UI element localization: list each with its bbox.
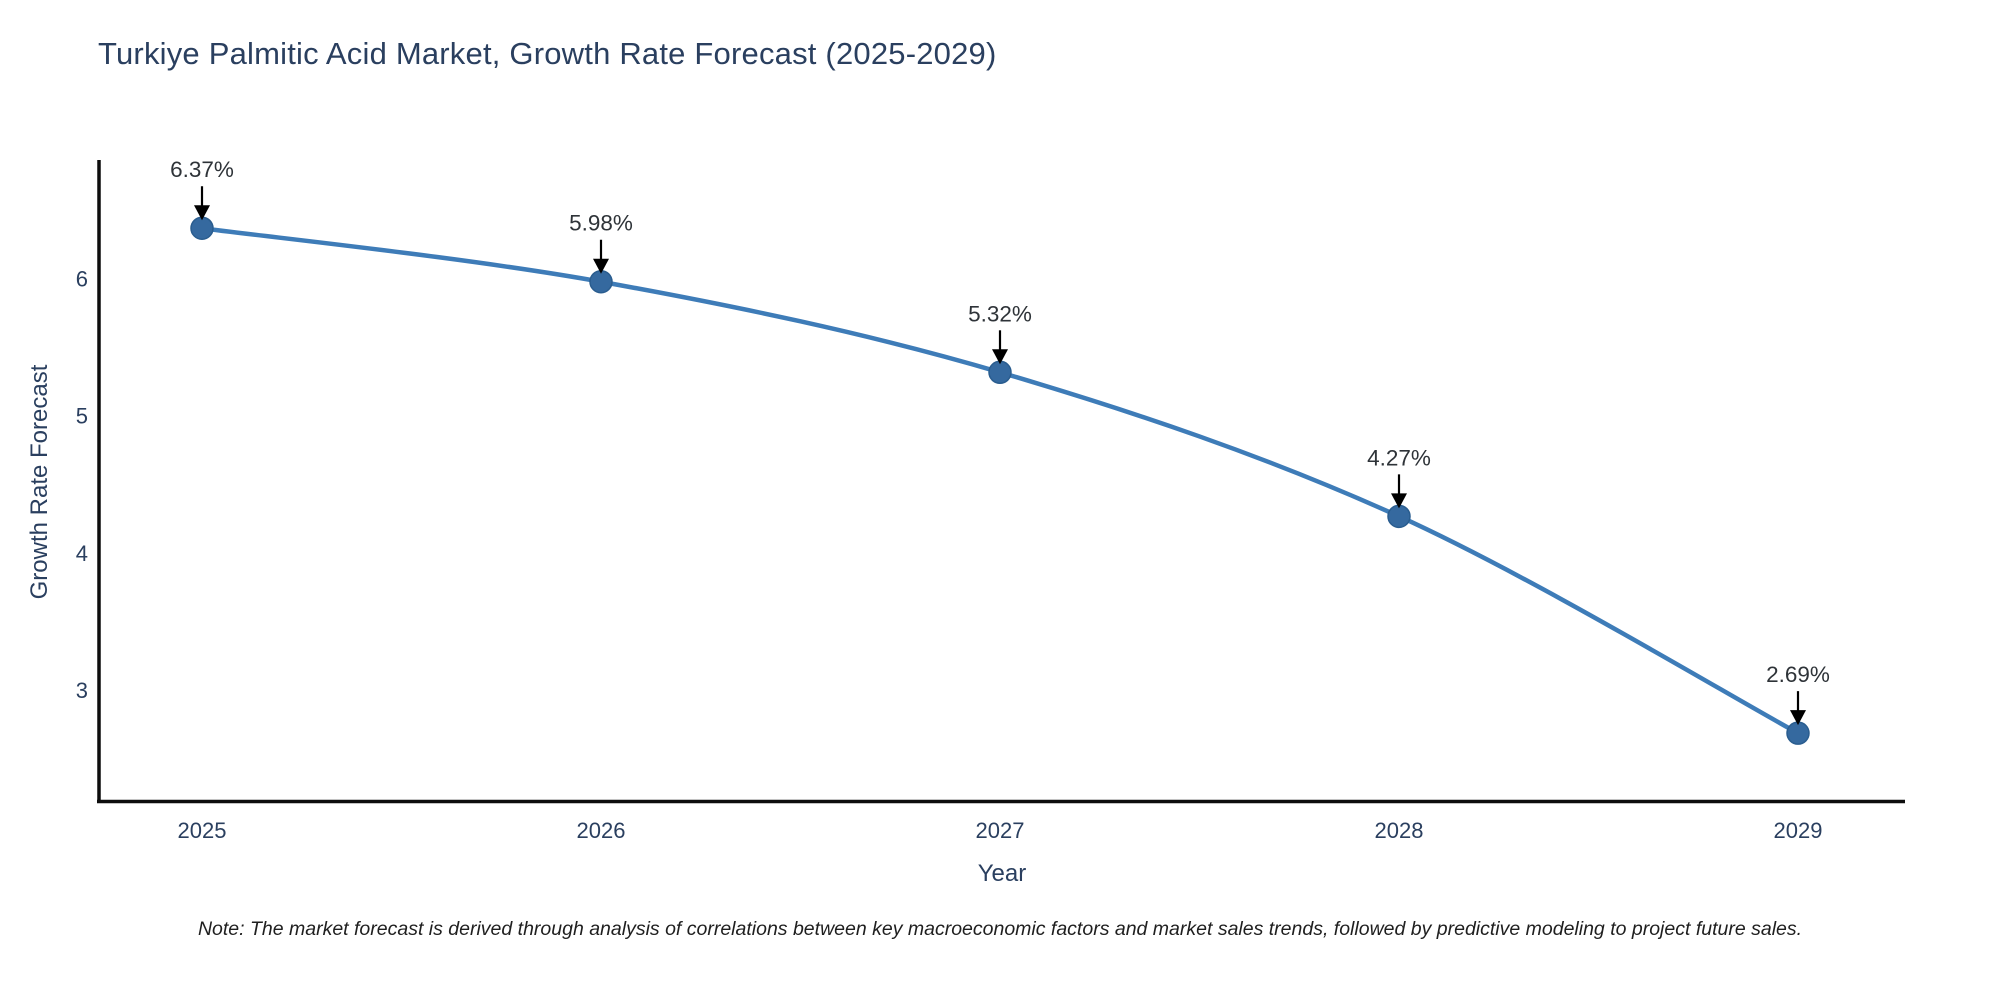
- footnote: Note: The market forecast is derived thr…: [197, 918, 1803, 940]
- data-point-label: 6.37%: [170, 157, 234, 182]
- annotation-arrowhead: [992, 349, 1008, 365]
- x-tick-label: 2029: [1774, 818, 1823, 843]
- y-tick-label: 4: [76, 541, 88, 566]
- x-tick-label: 2025: [178, 818, 227, 843]
- x-tick-label: 2027: [976, 818, 1025, 843]
- data-point-label: 4.27%: [1367, 445, 1431, 470]
- annotation-arrowhead: [1790, 710, 1806, 726]
- annotation-arrowhead: [194, 205, 210, 221]
- x-axis-label: Year: [977, 860, 1027, 887]
- data-point-label: 5.98%: [569, 211, 633, 236]
- data-point-marker: [589, 269, 613, 294]
- data-point-marker: [1387, 504, 1411, 529]
- chart-title: Turkiye Palmitic Acid Market, Growth Rat…: [98, 36, 997, 71]
- y-tick-label: 5: [76, 404, 88, 429]
- data-point-marker: [988, 360, 1012, 385]
- data-point-label: 2.69%: [1766, 662, 1830, 687]
- y-tick-label: 3: [76, 678, 88, 703]
- y-tick-label: 6: [76, 267, 88, 292]
- data-point-label: 5.32%: [968, 301, 1032, 326]
- data-point-marker: [1786, 721, 1810, 745]
- x-tick-label: 2028: [1375, 818, 1424, 843]
- annotation-arrowhead: [1391, 493, 1407, 509]
- data-point-marker: [190, 216, 214, 240]
- x-tick-label: 2026: [577, 818, 626, 843]
- annotation-arrowhead: [593, 258, 609, 274]
